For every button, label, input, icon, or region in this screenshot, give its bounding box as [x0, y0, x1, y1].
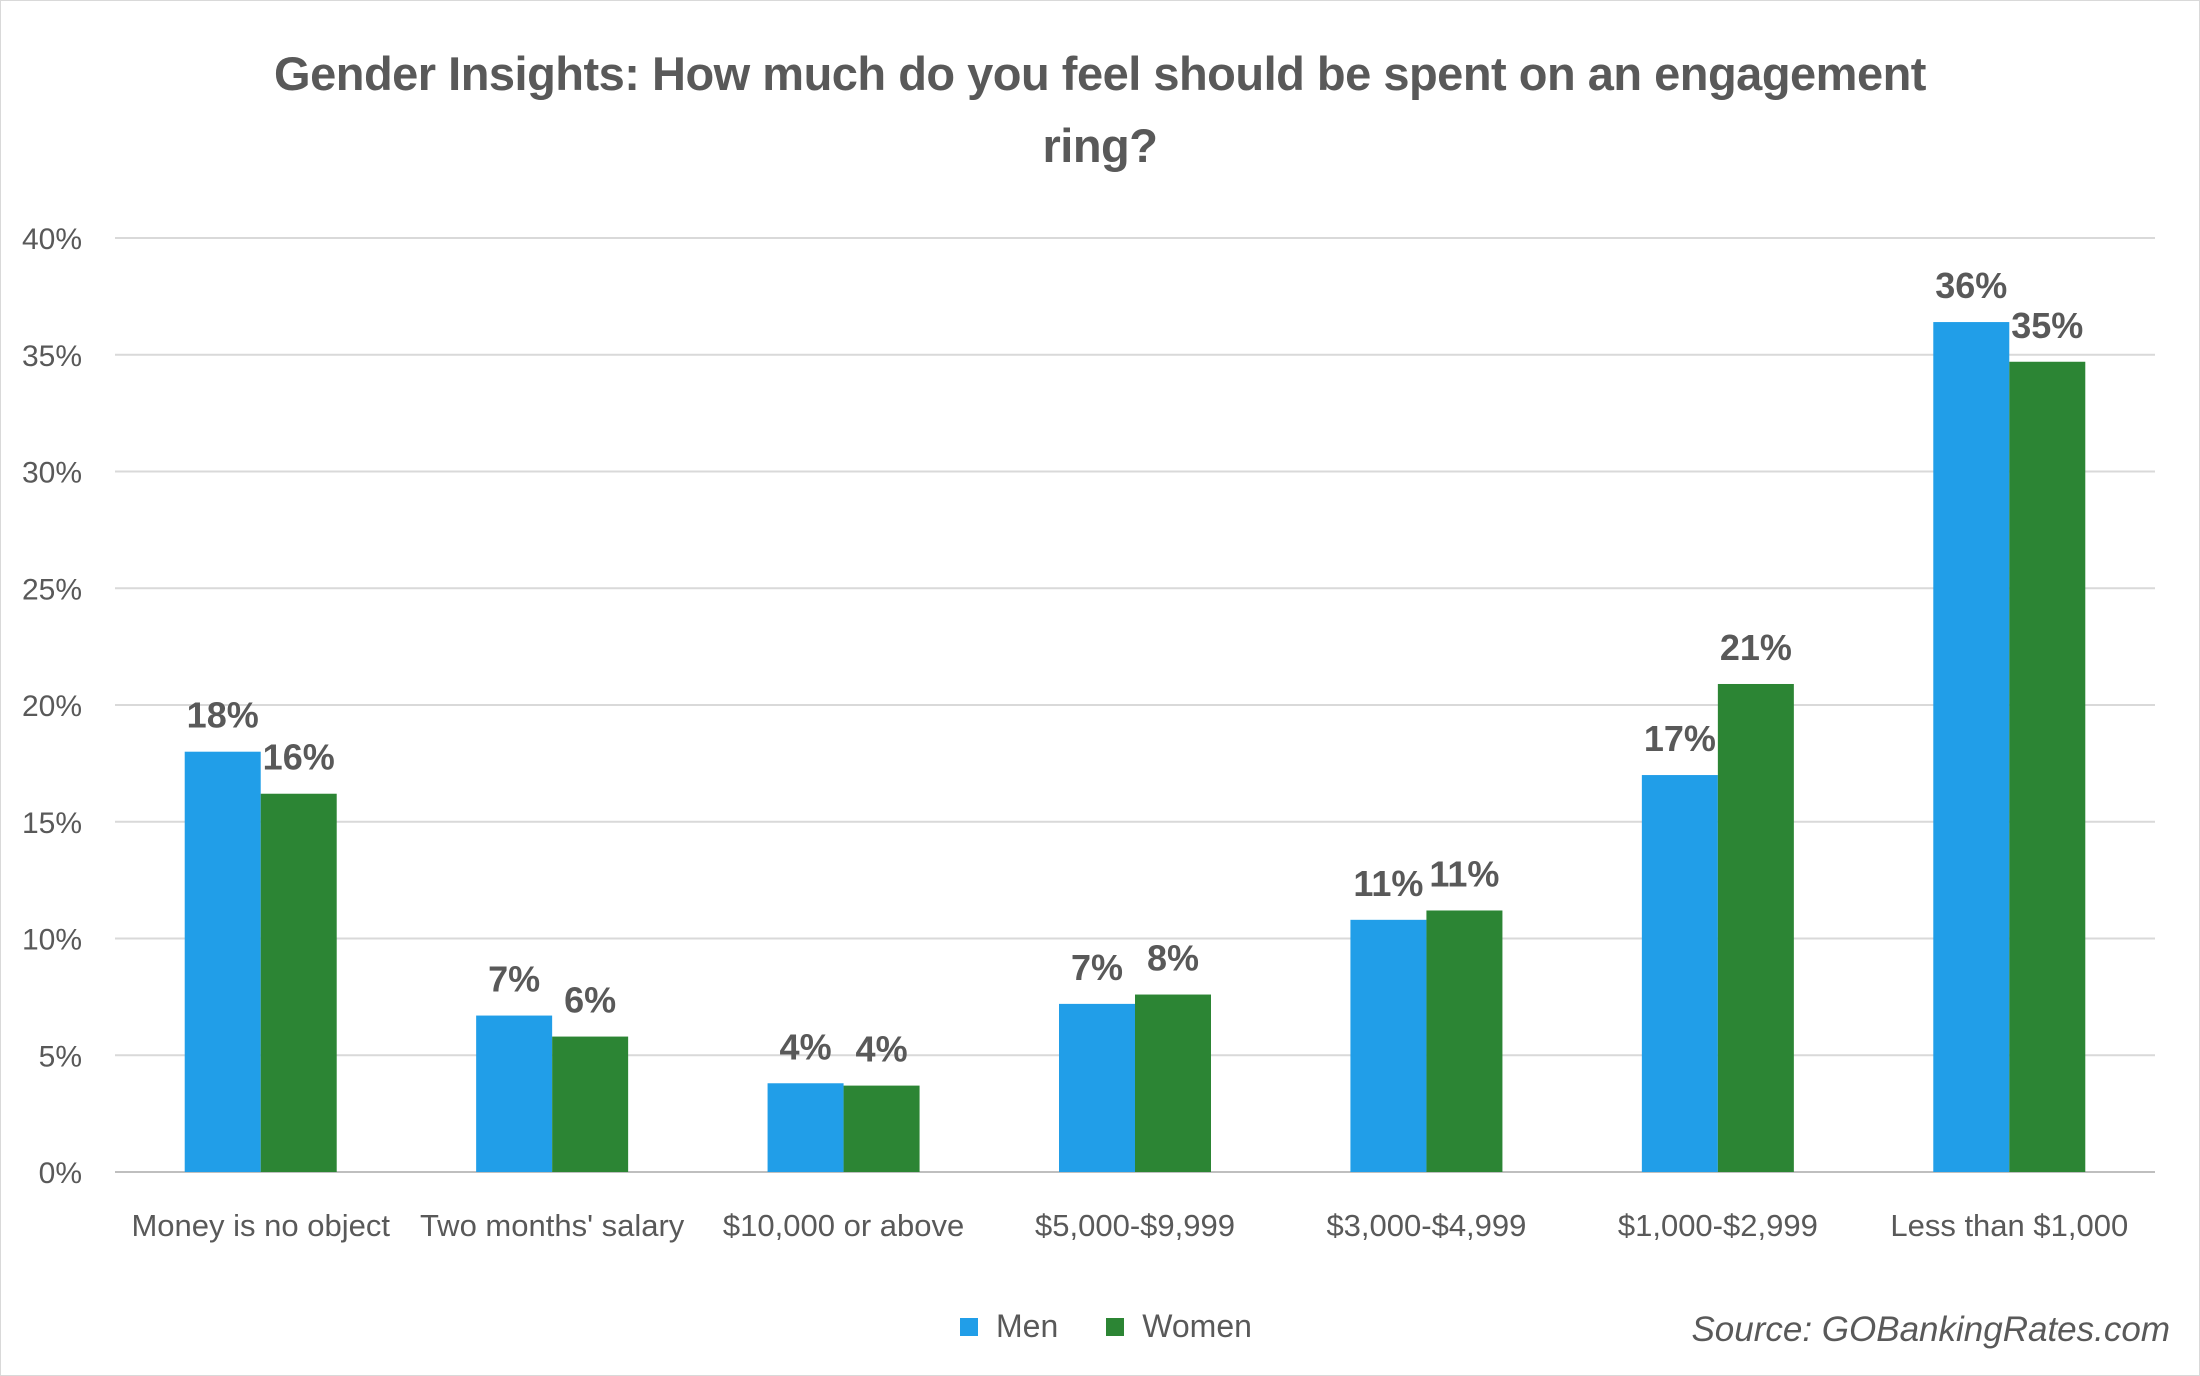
data-label: 18%: [187, 695, 259, 736]
x-tick-label: Less than $1,000: [1890, 1208, 2128, 1243]
x-tick-label: Two months' salary: [420, 1208, 685, 1243]
data-label: 11%: [1353, 863, 1423, 904]
legend-item-men: Men: [960, 1308, 1058, 1345]
bar-men: [1933, 322, 2010, 1172]
legend-label-men: Men: [996, 1308, 1059, 1344]
bar-women: [1717, 683, 1794, 1172]
x-tick-label: Money is no object: [131, 1208, 390, 1243]
legend-swatch-men: [960, 1317, 978, 1336]
data-label: 4%: [856, 1029, 908, 1070]
bar-women: [843, 1085, 920, 1172]
source-note: Source: GOBankingRates.com: [1691, 1310, 2170, 1349]
bar-men: [767, 1083, 844, 1172]
data-label: 35%: [2011, 305, 2083, 346]
legend-label-women: Women: [1142, 1308, 1252, 1344]
x-tick-label: $1,000-$2,999: [1618, 1208, 1818, 1243]
bar-women: [1426, 910, 1503, 1172]
y-tick-label: 5%: [39, 1040, 82, 1073]
bar-women: [260, 793, 337, 1172]
bar-women: [1135, 994, 1211, 1172]
y-tick-label: 35%: [22, 340, 82, 373]
data-label: 36%: [1935, 265, 2007, 306]
data-label: 4%: [780, 1026, 832, 1067]
bar-men: [184, 751, 261, 1172]
data-label: 7%: [1071, 947, 1123, 988]
data-label: 6%: [564, 980, 616, 1021]
data-label: 16%: [263, 737, 335, 778]
legend-item-women: Women: [1106, 1308, 1252, 1345]
x-tick-label: $10,000 or above: [723, 1208, 964, 1243]
data-label: 7%: [488, 959, 540, 1000]
bar-women: [552, 1036, 629, 1172]
chart-title-line-1: Gender Insights: How much do you feel sh…: [274, 47, 1926, 100]
legend-swatch-women: [1106, 1317, 1125, 1336]
legend: Men Women: [960, 1308, 1300, 1345]
bar-women: [2009, 361, 2086, 1172]
data-label: 21%: [1720, 627, 1792, 668]
x-tick-label: $3,000-$4,999: [1326, 1208, 1526, 1243]
bar-men: [1350, 919, 1427, 1172]
y-tick-label: 20%: [22, 690, 82, 723]
y-tick-label: 10%: [22, 924, 82, 957]
y-tick-label: 30%: [22, 457, 82, 490]
bar-men: [476, 1015, 553, 1172]
x-tick-label: $5,000-$9,999: [1035, 1208, 1235, 1243]
bar-men: [1059, 1003, 1135, 1172]
chart-title-line-2: ring?: [1042, 119, 1158, 172]
y-tick-label: 0%: [39, 1157, 82, 1190]
data-label: 17%: [1644, 718, 1716, 759]
data-label: 11%: [1429, 853, 1499, 894]
bar-men: [1641, 775, 1718, 1172]
y-tick-label: 40%: [22, 223, 82, 256]
chart-title: Gender Insights: How much do you feel sh…: [0, 38, 2200, 182]
y-tick-label: 25%: [22, 573, 82, 606]
data-label: 8%: [1147, 938, 1199, 979]
y-tick-label: 15%: [22, 807, 82, 840]
